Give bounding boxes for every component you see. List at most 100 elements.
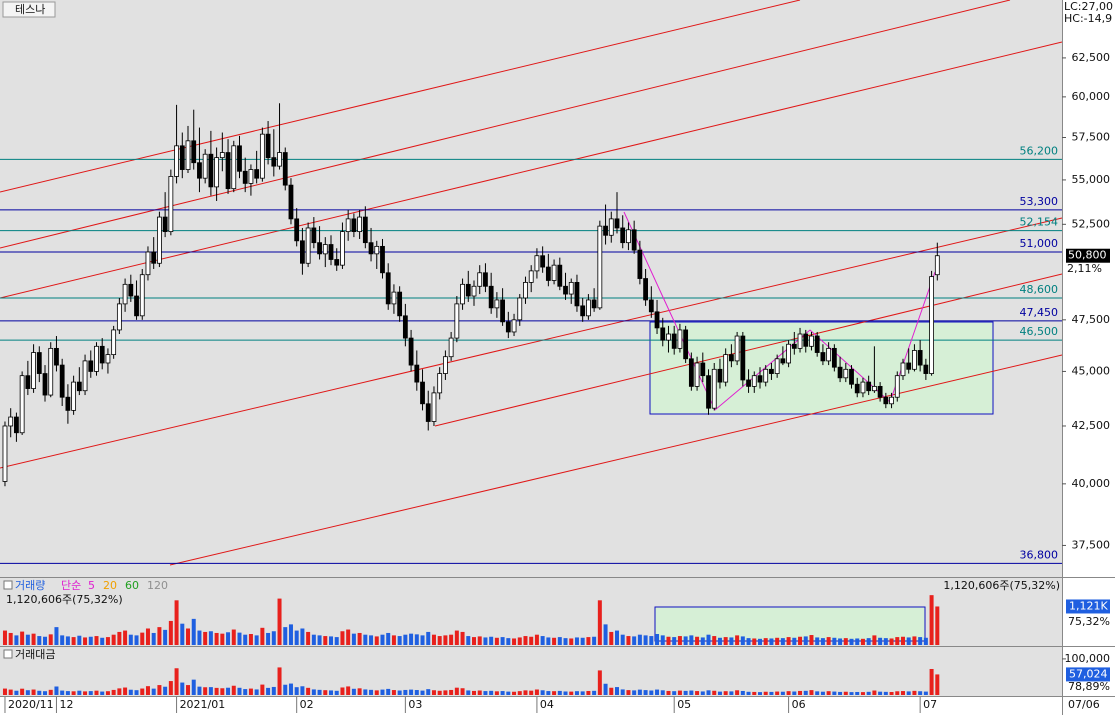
amount-bar [37,690,42,695]
candle-body [769,368,774,374]
volume-bar [546,637,551,645]
volume-bar [151,632,156,645]
trend-line [0,0,801,193]
amount-bar [260,684,265,695]
amount-bar [723,691,728,695]
amount-bar [809,690,814,695]
candle-body [831,347,837,368]
candle-body [282,152,288,186]
amount-bar [609,687,614,695]
amount-bar [574,691,579,695]
volume-ratio: 75,32% [1068,615,1110,628]
amount-bar [700,691,705,695]
candle-body [311,227,317,244]
candle-body [397,291,403,317]
volume-bar [660,635,665,645]
volume-bar [300,628,305,645]
volume-bar [786,637,791,645]
volume-bar [677,636,682,645]
amount-bar [437,690,442,695]
candle-body [620,227,626,244]
amount-bar [935,674,940,695]
amount-bar [449,689,454,695]
amount-bar [672,691,677,695]
volume-bar [180,623,185,645]
amount-bar [306,687,311,695]
candle-body [300,240,305,264]
candle-body [248,169,254,184]
volume-bar [163,629,168,645]
candle-body [197,162,202,179]
amount-bar [506,691,511,695]
y-tick-label: 100,000 [1065,652,1111,665]
volume-title: 거래량 [15,579,45,592]
candle-body [294,218,300,242]
amount-bar [815,691,820,695]
amount-bar [237,687,242,695]
amount-ratio: 78,89% [1068,680,1110,693]
volume-bar [889,638,894,645]
candle-body [500,299,506,323]
volume-bar [763,638,768,645]
amount-bar [226,687,231,695]
candle-body [471,285,477,297]
candle-body [774,358,780,374]
candle-body [683,329,689,360]
amount-bar [729,691,734,695]
amount-bar [288,683,293,695]
volume-bar [340,631,345,645]
amount-bar [614,687,619,695]
volume-bar [197,630,202,645]
candle-body [391,291,397,305]
candle-body [757,375,763,383]
amount-bar [632,690,637,695]
amount-bar [706,690,711,695]
candle-body [505,321,511,333]
amount-bar [271,686,276,695]
amount-bar [248,688,253,695]
amount-bar [523,690,528,695]
volume-bar [43,636,48,645]
amount-bar [637,689,642,695]
volume-bar [712,636,717,645]
amount-bar [792,691,797,695]
x-tick-label: 02 [300,698,314,711]
ma-label: 단순 [61,579,81,592]
volume-bar [723,637,728,645]
amount-marker-label: 57,024 [1069,667,1108,680]
volume-bar [174,600,179,645]
candle-body [237,145,242,172]
candle-body [111,329,117,356]
trend-lines [0,0,1063,566]
volume-bar [506,638,511,645]
volume-bar [420,635,425,645]
volume-box-zone [654,606,926,642]
amount-bar [403,689,408,695]
candle-body [677,329,683,349]
amount-bar [517,691,522,695]
volume-bar [203,631,208,645]
candle-body [431,392,437,422]
volume-bar [2,630,7,645]
volume-bar [666,636,671,645]
candle-body [185,140,191,170]
candle-body [448,337,454,358]
amount-bar [540,690,545,695]
amount-bar [512,691,517,695]
candle-body [654,311,660,329]
candle-body [780,358,786,364]
candle-body [786,343,791,364]
volume-bar [883,638,888,645]
candle-body [145,251,151,276]
trend-line [0,0,1011,249]
amount-title: 거래대금 [15,648,55,661]
x-tick-label: 07 [923,698,937,711]
volume-info: 1,120,606주(75,32%) [943,579,1060,592]
amount-bar [409,689,414,695]
icon [3,580,13,590]
amount-bar [443,690,448,695]
candle-body [866,381,872,392]
amount-bar [105,691,110,695]
amount-bar [357,688,362,695]
